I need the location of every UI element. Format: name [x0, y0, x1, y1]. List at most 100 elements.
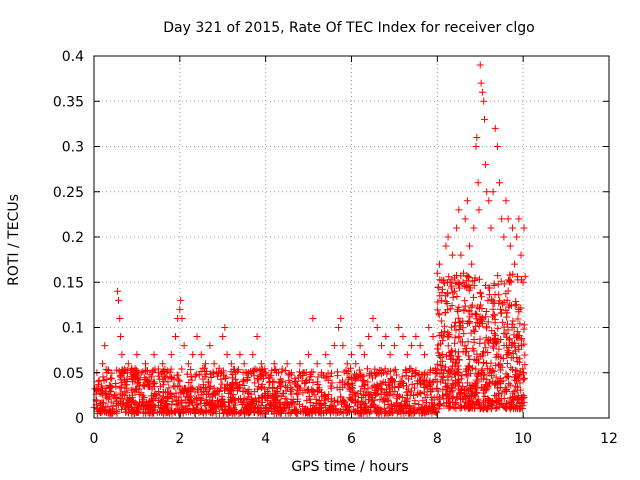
- y-tick-label: 0.1: [62, 321, 84, 337]
- data-point: [215, 409, 223, 417]
- data-point: [162, 400, 170, 408]
- data-point: [468, 364, 476, 372]
- data-point: [482, 398, 490, 406]
- data-point: [434, 283, 442, 291]
- data-point: [473, 378, 481, 386]
- data-point: [307, 399, 315, 407]
- data-point: [202, 384, 210, 392]
- data-point: [504, 326, 512, 334]
- data-point: [408, 373, 416, 381]
- data-point: [314, 373, 322, 381]
- data-point: [511, 343, 519, 351]
- y-axis-title: ROTI / TECUs: [6, 194, 22, 286]
- data-point: [175, 409, 183, 417]
- data-point: [444, 342, 452, 350]
- data-point: [167, 365, 175, 373]
- data-point: [435, 405, 443, 413]
- data-point: [451, 322, 459, 330]
- data-point: [477, 79, 485, 87]
- data-point: [403, 351, 411, 359]
- data-point: [326, 360, 334, 368]
- data-point: [434, 341, 442, 349]
- data-point: [123, 376, 131, 384]
- data-point: [363, 365, 371, 373]
- data-point: [440, 402, 448, 410]
- data-point: [414, 377, 422, 385]
- data-point: [495, 345, 503, 353]
- y-tick-label: 0.3: [62, 140, 84, 156]
- data-point: [391, 388, 399, 396]
- data-point: [328, 406, 336, 414]
- data-point: [466, 242, 474, 250]
- data-point: [496, 360, 504, 368]
- data-point: [520, 224, 528, 232]
- data-point: [192, 370, 200, 378]
- data-point: [287, 369, 295, 377]
- data-point: [321, 392, 329, 400]
- data-point: [472, 365, 480, 373]
- data-point: [473, 133, 481, 141]
- data-point: [402, 388, 410, 396]
- data-point: [483, 188, 491, 196]
- data-point: [208, 401, 216, 409]
- data-point: [443, 300, 451, 308]
- data-point: [199, 408, 207, 416]
- data-point: [503, 313, 511, 321]
- data-point: [256, 373, 264, 381]
- data-point: [121, 381, 129, 389]
- data-point: [191, 372, 199, 380]
- data-point: [454, 378, 462, 386]
- data-point: [503, 309, 511, 317]
- data-point: [337, 314, 345, 322]
- data-point: [268, 384, 276, 392]
- data-point: [451, 287, 458, 295]
- data-point: [447, 366, 455, 374]
- data-point: [466, 356, 474, 364]
- data-point: [447, 351, 455, 359]
- data-point: [101, 342, 109, 350]
- data-point: [146, 378, 154, 386]
- data-point: [477, 290, 485, 298]
- data-point: [294, 387, 302, 395]
- data-point: [443, 384, 451, 392]
- data-point: [500, 395, 508, 403]
- axes: 0 2 4 6 8 10 12 0 0.05 0.1 0.15 0.2 0.25 0.3 0.35 0.4: [53, 49, 618, 447]
- data-point: [149, 396, 157, 404]
- data-point: [236, 383, 244, 391]
- data-point: [500, 323, 508, 331]
- data-point: [465, 318, 473, 326]
- chart-title: Day 321 of 2015, Rate Of TEC Index for r…: [163, 20, 534, 36]
- data-point: [336, 386, 344, 394]
- data-point: [313, 378, 321, 386]
- data-point: [461, 393, 469, 401]
- data-point: [453, 393, 461, 401]
- data-point: [453, 224, 461, 232]
- data-point: [414, 390, 422, 398]
- data-point: [480, 97, 488, 105]
- data-point: [488, 366, 496, 374]
- data-point: [288, 408, 296, 416]
- data-point: [177, 399, 185, 407]
- data-point: [170, 393, 178, 401]
- data-point: [476, 335, 484, 343]
- data-point: [218, 401, 226, 409]
- data-point: [515, 305, 523, 313]
- data-point: [168, 397, 176, 405]
- y-tick-label: 0: [75, 411, 84, 427]
- data-point: [218, 380, 226, 388]
- data-point: [475, 275, 483, 283]
- data-point: [463, 347, 471, 355]
- data-point: [342, 409, 350, 417]
- data-point: [499, 300, 507, 308]
- data-point: [184, 360, 192, 368]
- data-point: [209, 408, 217, 416]
- data-point: [318, 401, 326, 409]
- data-point: [458, 404, 466, 412]
- data-point: [441, 292, 449, 300]
- data-point: [356, 366, 364, 374]
- data-point: [521, 351, 529, 359]
- data-point: [177, 389, 185, 397]
- data-point: [457, 251, 465, 259]
- data-point: [425, 381, 433, 389]
- data-point: [486, 399, 494, 407]
